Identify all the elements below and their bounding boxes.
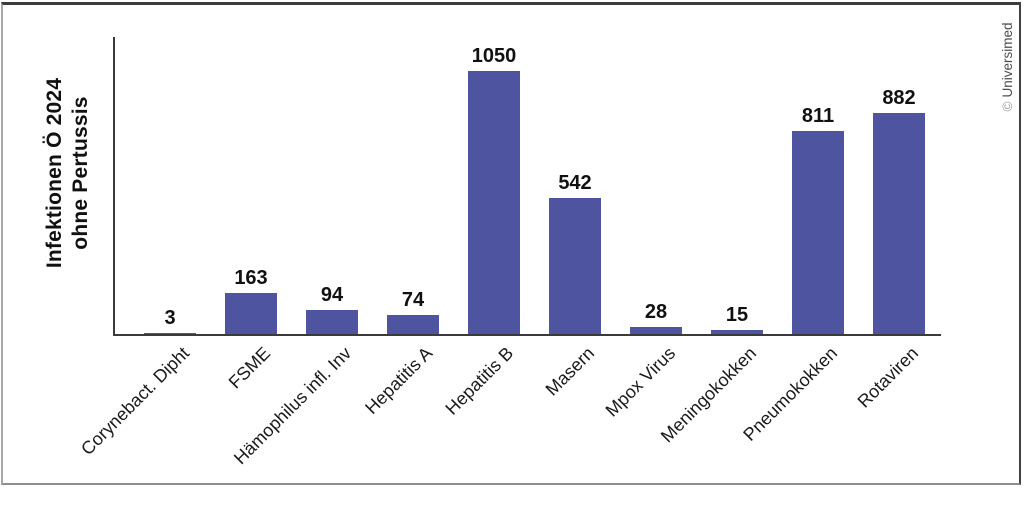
bar-value-label: 1050 bbox=[471, 45, 517, 67]
category-label: Hämophilus infl. Inv bbox=[229, 343, 356, 469]
category-label: FSME bbox=[224, 343, 275, 393]
category-label: Corynebact. Dipht bbox=[77, 343, 194, 460]
bar-value-label: 542 bbox=[558, 172, 592, 194]
x-axis-line bbox=[113, 334, 941, 336]
bar bbox=[873, 113, 925, 334]
y-axis-line bbox=[113, 37, 115, 334]
bar-value-label: 882 bbox=[882, 87, 916, 109]
bar-value-label: 94 bbox=[320, 284, 344, 306]
bar bbox=[225, 293, 277, 334]
bar-value-label: 28 bbox=[644, 301, 668, 323]
bar-value-label: 3 bbox=[164, 307, 176, 329]
category-label: Rotaviren bbox=[853, 343, 923, 412]
bar bbox=[387, 315, 439, 334]
bar bbox=[630, 327, 682, 334]
copyright-notice: © Universimed bbox=[1000, 12, 1016, 122]
bar bbox=[711, 330, 763, 334]
bar bbox=[144, 333, 196, 334]
bar-value-label: 15 bbox=[725, 304, 749, 326]
bar-value-label: 163 bbox=[234, 267, 268, 289]
plot-area: Infektionen Ö 2024 ohne Pertussis 3 Coryn… bbox=[3, 5, 1019, 483]
category-label: Hepatitis B bbox=[441, 343, 518, 419]
category-label: Mpox Virus bbox=[601, 343, 680, 421]
category-label: Meningokokken bbox=[656, 343, 761, 447]
bar bbox=[306, 310, 358, 334]
category-label: Hepatitis A bbox=[361, 343, 437, 418]
category-label: Masern bbox=[541, 343, 599, 400]
copyright-label: Universimed bbox=[1000, 22, 1015, 98]
bar-value-label: 74 bbox=[401, 289, 425, 311]
chart-frame: Infektionen Ö 2024 ohne Pertussis 3 Coryn… bbox=[1, 2, 1021, 485]
copyright-icon: © bbox=[1000, 101, 1015, 112]
bar bbox=[468, 71, 520, 334]
category-label: Pneumokokken bbox=[739, 343, 842, 445]
bar-value-label: 811 bbox=[801, 105, 835, 127]
y-axis-title-line2: ohne Pertussis bbox=[69, 96, 92, 250]
bar bbox=[792, 131, 844, 334]
y-axis-title-line1: Infektionen Ö 2024 bbox=[43, 77, 66, 269]
y-axis-title: Infektionen Ö 2024 ohne Pertussis bbox=[42, 73, 94, 273]
bar bbox=[549, 198, 601, 334]
